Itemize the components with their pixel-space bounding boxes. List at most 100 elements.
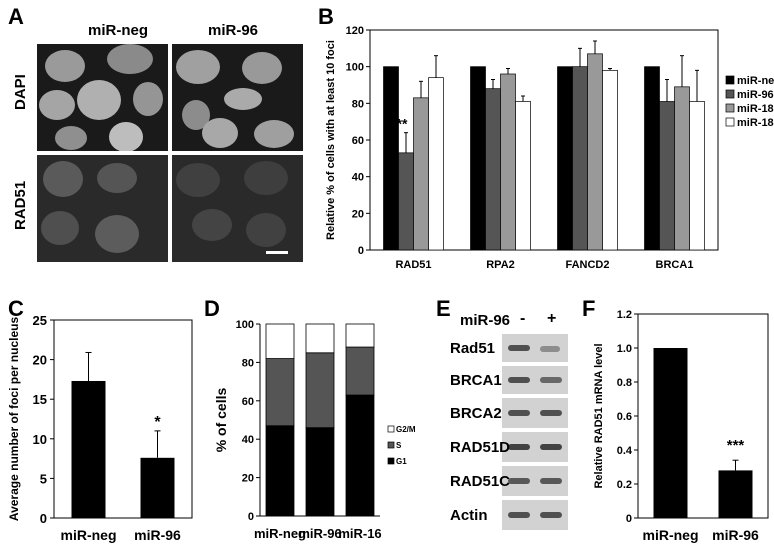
panel-a-row-rad51: RAD51 — [12, 180, 29, 230]
legend-swatch-S — [387, 441, 395, 449]
x-tick-label-1: miR-96 — [134, 527, 181, 543]
y-tick-label-2: 10 — [33, 432, 47, 447]
bar-miR-neg-RAD51 — [383, 66, 399, 251]
legend-label-miR-neg: miR-neg — [737, 75, 774, 87]
micrograph-rad51-96 — [172, 155, 303, 262]
y-tick-label-1: 5 — [40, 471, 47, 486]
x-tick-label-1: RPA2 — [486, 259, 515, 270]
bar-miR-183-RAD51 — [428, 77, 444, 251]
y-axis-label: Relative RAD51 mRNA level — [593, 343, 605, 488]
legend-swatch-miR-96 — [725, 89, 735, 99]
panel-a-col-96: miR-96 — [208, 22, 259, 39]
micrograph-dapi-neg — [37, 44, 168, 151]
y-tick-label-5: 25 — [33, 313, 47, 328]
y-tick-label-0: 0 — [248, 511, 254, 523]
y-tick-label-3: 0.6 — [617, 411, 632, 423]
y-tick-label-3: 60 — [352, 135, 364, 147]
bar-G1-miR-neg — [265, 425, 295, 517]
y-tick-label-3: 60 — [242, 396, 254, 408]
bar-miR-96-RAD51 — [398, 152, 414, 251]
y-tick-label-3: 15 — [33, 392, 47, 407]
panel-e-letter: E — [436, 296, 451, 321]
legend-label-G2/M: G2/M — [396, 425, 416, 434]
bar-miR-neg — [71, 380, 106, 518]
legend-label-miR-96: miR-96 — [737, 89, 774, 101]
panel-c-chart: 0 5 10 15 20 25 miR-neg miR-96 * Average number o… — [7, 313, 193, 543]
bar-S-miR-96 — [305, 352, 335, 429]
legend-label-miR-183: miR-183 — [737, 117, 774, 129]
legend-swatch-miR-183 — [725, 117, 735, 127]
bar-miR-182-RPA2 — [500, 73, 516, 251]
blot-label-rad51d: RAD51D — [450, 439, 511, 456]
bar-miR-182-RAD51 — [413, 97, 429, 251]
significance-mark-0: *** — [727, 437, 745, 454]
bar-miR-neg-BRCA1 — [644, 66, 660, 251]
blot-label-brca2: BRCA2 — [450, 405, 502, 422]
significance-mark-0: * — [154, 414, 161, 431]
bar-G1-miR-16 — [345, 394, 375, 517]
bar-miR-96-RPA2 — [485, 88, 501, 251]
panel-b-chart: 0 20 40 60 80 100 120 RAD51 RPA2 FANCD2 BRCA1 ** Rel… — [325, 25, 774, 270]
blot-brca2 — [502, 398, 568, 428]
panel-a-letter: A — [8, 4, 24, 29]
y-tick-label-4: 80 — [352, 98, 364, 110]
x-tick-label-2: miR-16 — [338, 526, 381, 541]
bar-miR-96-FANCD2 — [572, 66, 588, 251]
y-tick-label-5: 1.0 — [617, 343, 632, 355]
bar-S-miR-16 — [345, 346, 375, 396]
bar-G2/M-miR-16 — [345, 323, 375, 348]
bar-G2/M-miR-neg — [265, 323, 295, 359]
bar-G1-miR-96 — [305, 427, 335, 517]
legend-label-G1: G1 — [396, 457, 407, 466]
x-tick-label-1: miR-96 — [298, 526, 341, 541]
panel-c-letter: C — [8, 296, 24, 321]
lane-plus: + — [547, 310, 557, 327]
bar-miR-96 — [718, 470, 753, 518]
micrograph-dapi-96 — [172, 44, 303, 151]
y-tick-label-6: 120 — [346, 25, 364, 37]
panel-f-chart: 0 0.2 0.4 0.6 0.8 1.0 1.2 miR-neg miR-96 *** Relat… — [593, 309, 769, 543]
y-tick-label-0: 0 — [626, 513, 632, 525]
y-tick-label-5: 100 — [236, 319, 254, 331]
y-tick-label-2: 0.4 — [617, 445, 633, 457]
y-axis-label: Average number of foci per nucleus — [7, 317, 21, 522]
lane-minus: - — [520, 310, 526, 327]
bar-miR-neg — [653, 348, 688, 518]
y-axis-label: Relative % of cells with at least 10 foc… — [325, 40, 337, 240]
blot-label-actin: Actin — [450, 507, 488, 524]
micrograph-rad51-neg — [37, 155, 168, 262]
bar-miR-neg-RPA2 — [470, 66, 486, 251]
x-tick-label-0: miR-neg — [254, 526, 306, 541]
legend-swatch-G2/M — [387, 425, 395, 433]
bar-miR-183-FANCD2 — [602, 69, 618, 251]
y-tick-label-1: 0.2 — [617, 479, 632, 491]
y-axis-label: % of cells — [213, 388, 229, 453]
bar-miR-183-BRCA1 — [689, 101, 705, 251]
y-tick-label-2: 40 — [242, 434, 254, 446]
bar-miR-182-FANCD2 — [587, 53, 603, 251]
x-tick-label-3: BRCA1 — [656, 259, 694, 270]
x-tick-label-0: miR-neg — [61, 527, 117, 543]
y-tick-label-5: 100 — [346, 62, 364, 74]
y-tick-label-1: 20 — [352, 208, 364, 220]
y-tick-label-2: 40 — [352, 172, 364, 184]
blot-brca1 — [502, 366, 568, 394]
x-tick-label-2: FANCD2 — [565, 259, 609, 270]
panel-b-letter: B — [318, 4, 334, 29]
y-tick-label-4: 0.8 — [617, 377, 632, 389]
x-tick-label-0: RAD51 — [395, 259, 431, 270]
y-tick-label-6: 1.2 — [617, 309, 632, 321]
bar-miR-96-BRCA1 — [659, 101, 675, 251]
blot-label-rad51: Rad51 — [450, 340, 496, 357]
y-tick-label-0: 0 — [40, 511, 47, 526]
legend-label-S: S — [396, 441, 402, 450]
panel-a-col-neg: miR-neg — [88, 22, 148, 39]
y-tick-label-1: 20 — [242, 473, 254, 485]
blot-rad51 — [502, 334, 568, 362]
x-tick-label-0: miR-neg — [643, 527, 699, 543]
bar-G2/M-miR-96 — [305, 323, 335, 354]
legend-label-miR-182: miR-182 — [737, 103, 774, 115]
plot-frame — [53, 319, 193, 519]
y-tick-label-4: 20 — [33, 353, 47, 368]
